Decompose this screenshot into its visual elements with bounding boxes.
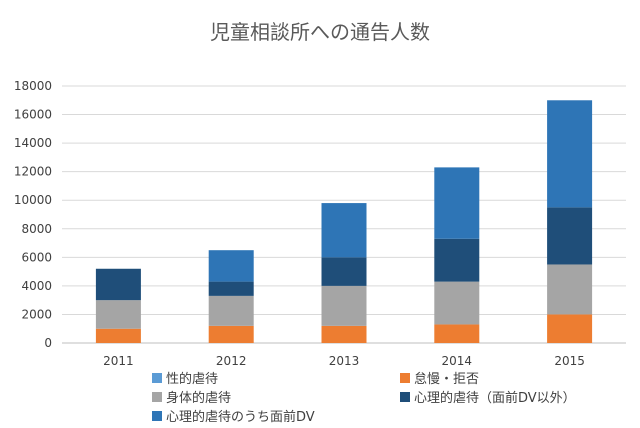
legend-label: 心理的虐待のうち面前DV — [166, 409, 315, 425]
bar-segment — [95, 328, 141, 343]
bar-segment — [208, 281, 254, 296]
y-tick-label: 4000 — [21, 279, 52, 293]
bars — [95, 100, 593, 343]
bar-segment — [95, 268, 141, 301]
bar-segment — [321, 285, 367, 326]
x-tick-label: 2015 — [554, 354, 585, 368]
bar-segment — [321, 325, 367, 343]
x-tick-label: 2011 — [103, 354, 134, 368]
y-tick-label: 2000 — [21, 307, 52, 321]
y-tick-label: 0 — [44, 336, 52, 350]
x-tick-label: 2014 — [442, 354, 473, 368]
bar-segment — [208, 250, 254, 282]
y-tick-label: 6000 — [21, 250, 52, 264]
legend-label: 怠慢・拒否 — [414, 371, 479, 387]
y-tick-label: 14000 — [14, 136, 52, 150]
x-axis: 2011 2012 2013 2014 2015 — [103, 354, 585, 368]
chart-title: 児童相談所への通告人数 — [210, 20, 430, 44]
legend-swatch — [400, 392, 410, 402]
bar-segment — [547, 207, 593, 265]
y-axis: 0 2000 4000 6000 8000 10000 12000 14000 16000 180… — [14, 79, 52, 350]
x-tick-label: 2013 — [329, 354, 360, 368]
bar-segment — [434, 167, 480, 239]
y-tick-label: 18000 — [14, 79, 52, 93]
bar-segment — [321, 203, 367, 258]
legend-swatch — [152, 411, 162, 421]
legend-label: 性的虐待 — [166, 371, 218, 387]
legend-label: 心理的虐待（面前DV以外） — [414, 390, 576, 406]
bar-segment — [208, 325, 254, 343]
y-tick-label: 10000 — [14, 193, 52, 207]
y-tick-label: 16000 — [14, 108, 52, 122]
bar-segment — [547, 314, 593, 343]
y-tick-label: 8000 — [21, 222, 52, 236]
bar-segment — [547, 100, 593, 208]
x-tick-label: 2012 — [216, 354, 247, 368]
legend-label: 身体的虐待 — [166, 390, 231, 406]
legend-swatch — [152, 373, 162, 383]
bar-segment — [434, 238, 480, 282]
bar-segment — [95, 300, 141, 329]
bar-segment — [321, 257, 367, 286]
bar-segment — [434, 281, 480, 325]
bar-segment — [547, 264, 593, 315]
bar-segment — [208, 295, 254, 326]
legend-swatch — [400, 373, 410, 383]
y-tick-label: 12000 — [14, 165, 52, 179]
bar-segment — [434, 324, 480, 343]
legend-swatch — [152, 392, 162, 402]
